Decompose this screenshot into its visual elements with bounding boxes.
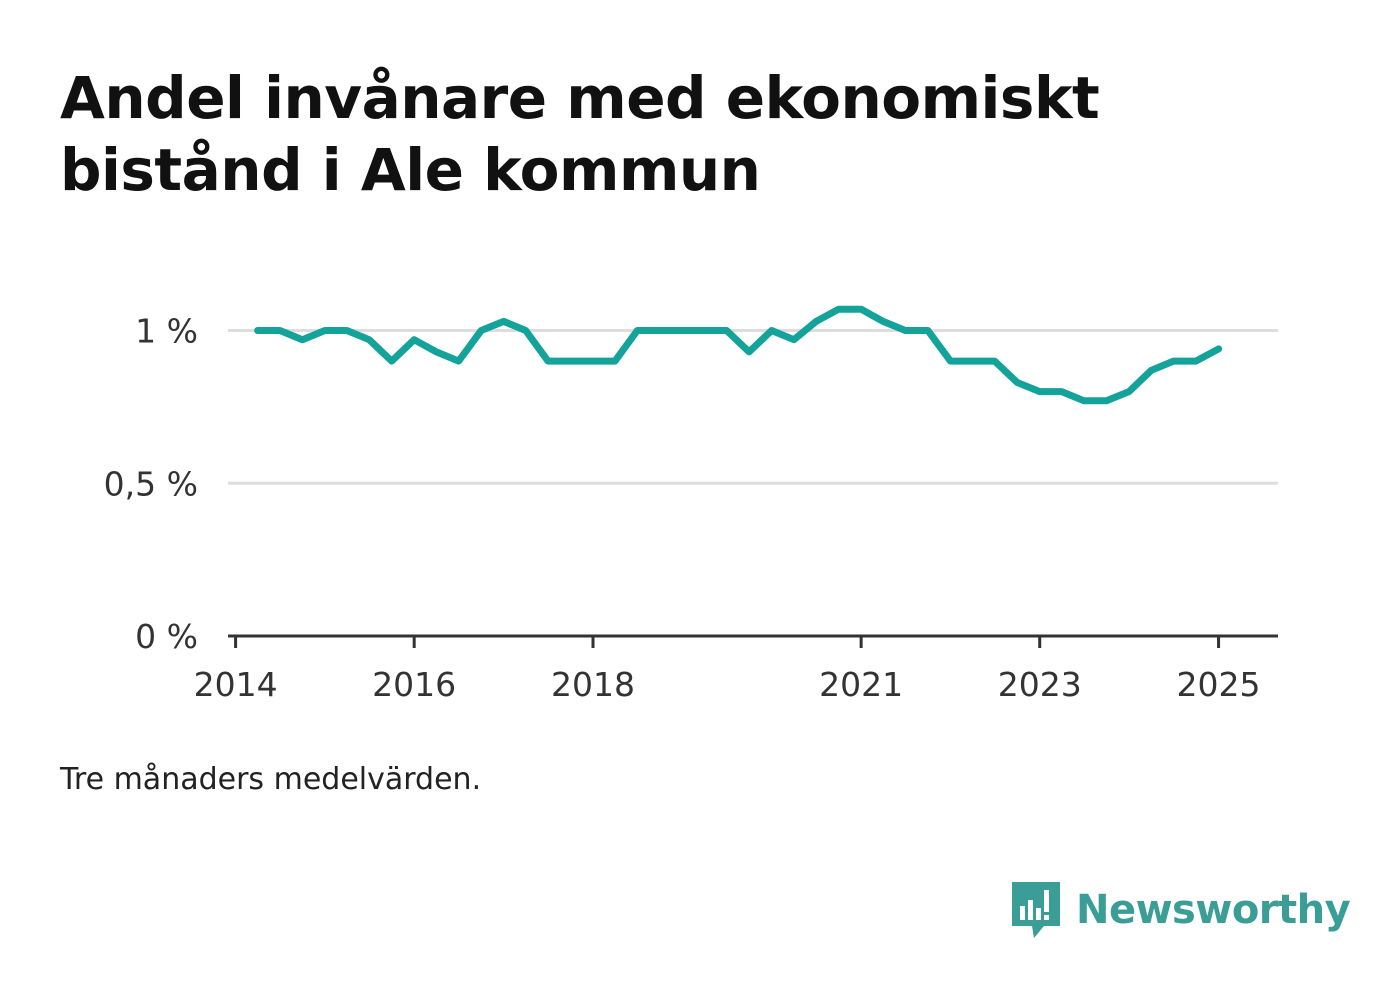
- x-tick-label: 2025: [1177, 665, 1261, 704]
- x-axis-ticks: [234, 636, 1221, 648]
- gridlines: [228, 329, 1278, 485]
- y-tick-label: 0 %: [135, 617, 198, 656]
- brand-name: Newsworthy: [1076, 887, 1351, 933]
- x-tick-label: 2016: [372, 665, 456, 704]
- newsworthy-logo-icon: [1012, 882, 1060, 938]
- chart-title: Andel invånare med ekonomiskt bistånd i …: [60, 64, 1100, 204]
- y-tick-label: 0,5 %: [104, 464, 198, 503]
- x-tick-label: 2018: [551, 665, 635, 704]
- x-tick-label: 2023: [998, 665, 1082, 704]
- series-line: [254, 305, 1223, 405]
- y-axis-labels: 0 % 0,5 % 1 %: [104, 312, 198, 656]
- x-tick-label: 2014: [194, 665, 278, 704]
- y-tick-label: 1 %: [135, 312, 198, 351]
- x-tick-label: 2021: [819, 665, 903, 704]
- x-axis-labels: 2014 2016 2018 2021 2023 2025: [194, 665, 1261, 704]
- chart-note: Tre månaders medelvärden.: [60, 762, 482, 797]
- line-chart: 0 % 0,5 % 1 % 2014 2016 2018 2021 2023 2025: [104, 305, 1278, 704]
- newsworthy-logo: Newsworthy: [1010, 878, 1351, 942]
